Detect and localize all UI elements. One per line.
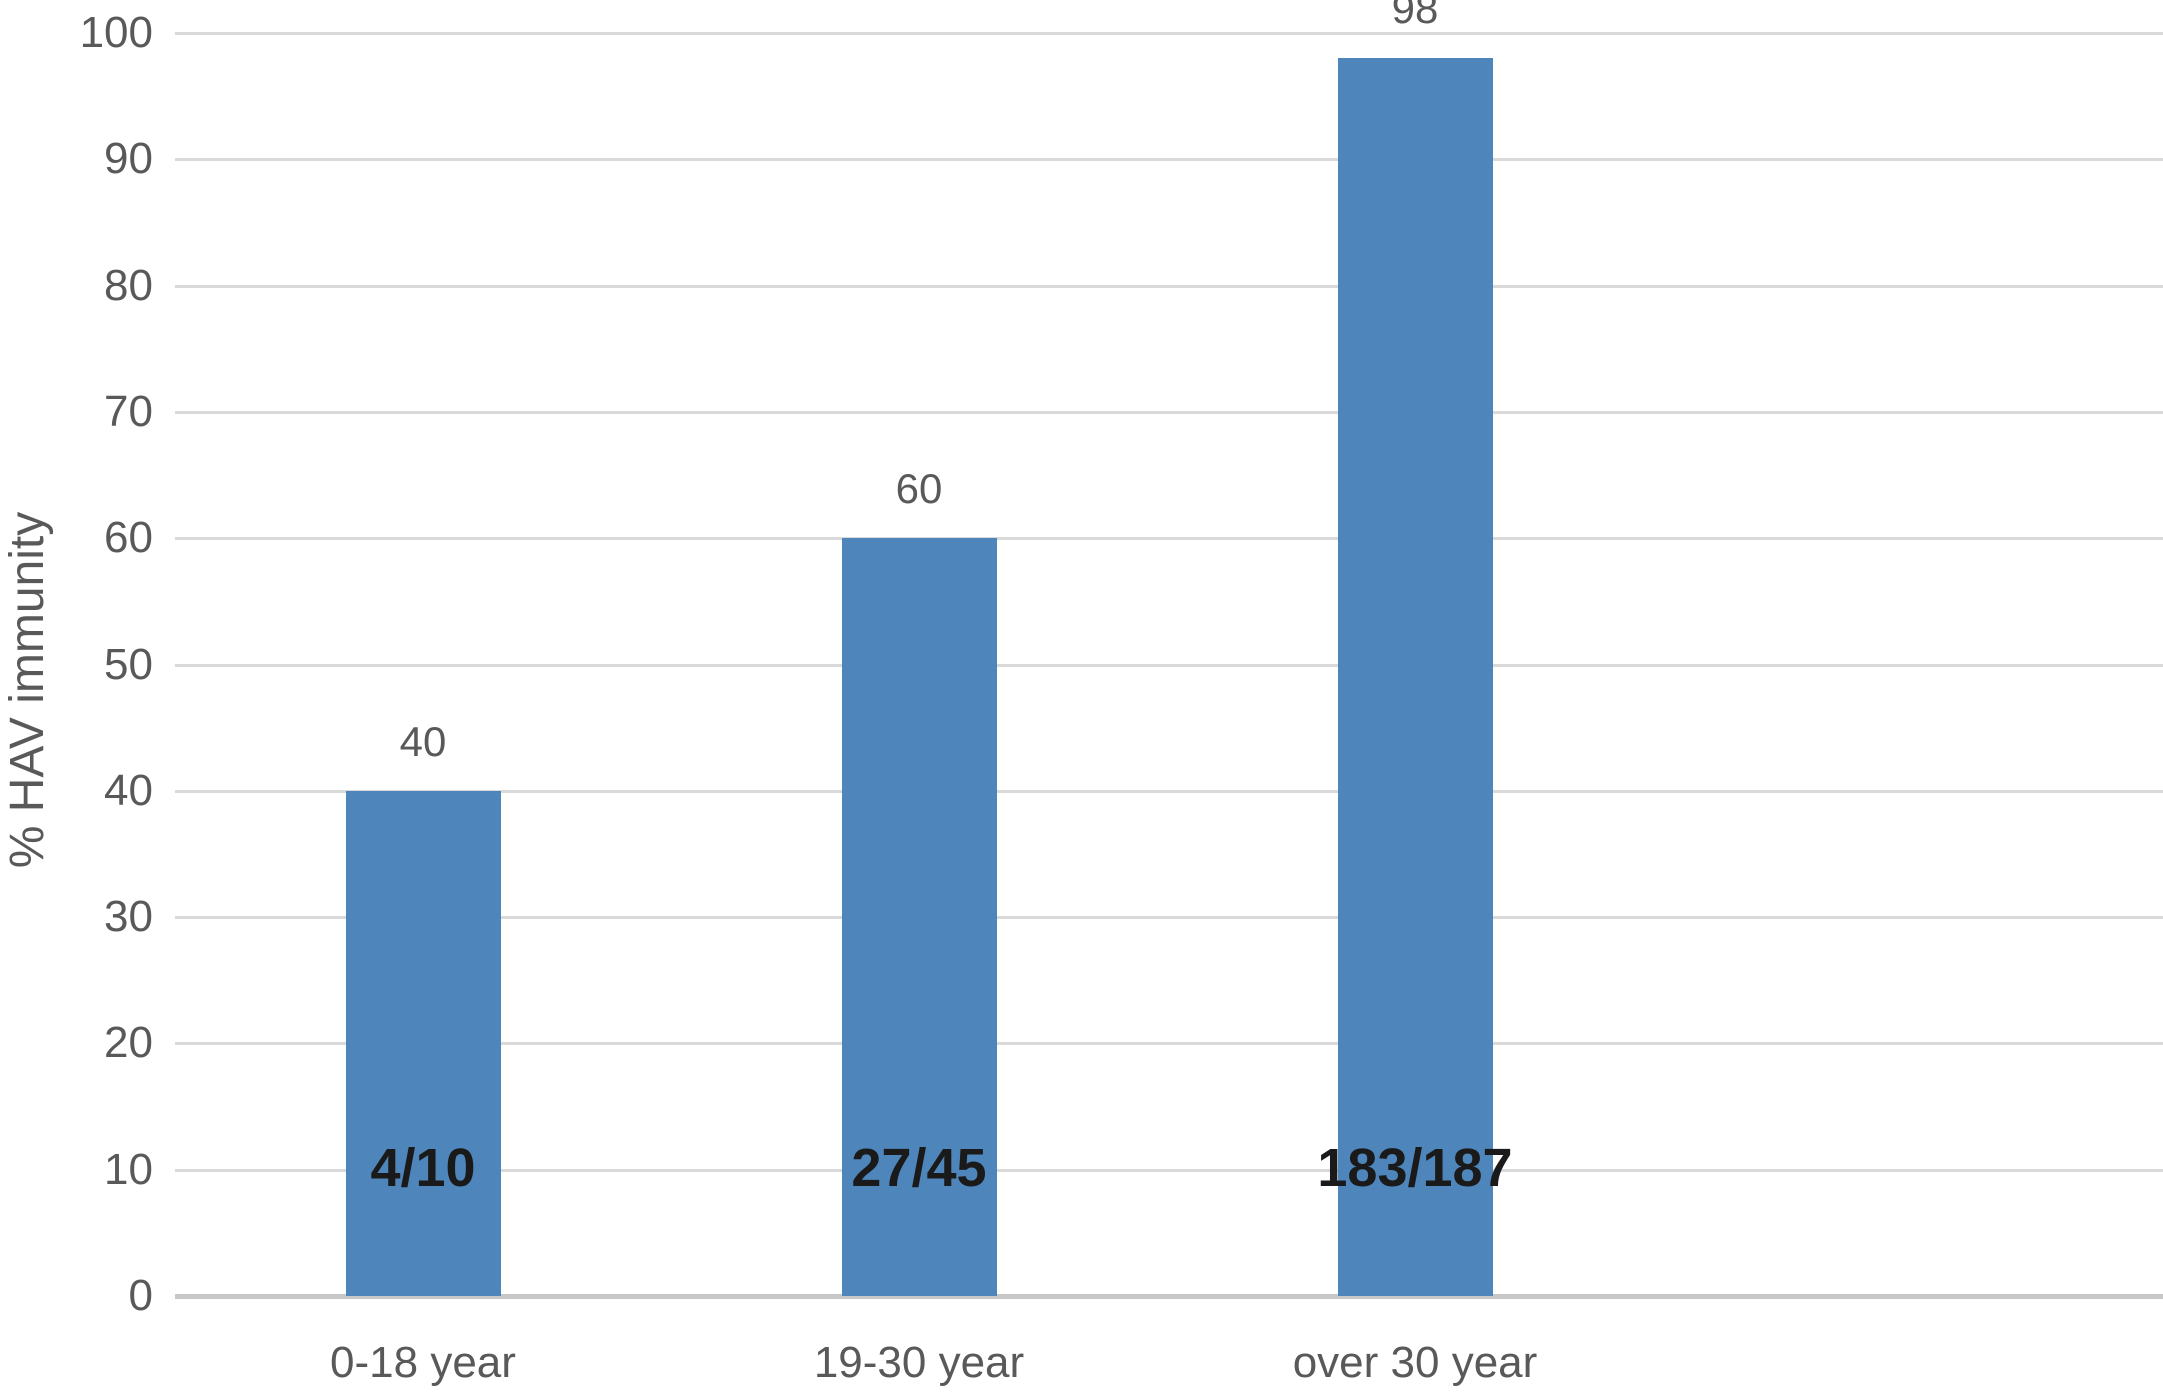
gridline — [175, 1168, 2163, 1172]
gridline — [175, 663, 2163, 667]
bar-value-label: 98 — [1391, 0, 1439, 32]
x-axis-label: 19-30 year — [813, 1338, 1025, 1387]
x-axis-label: over 30 year — [1292, 1338, 1538, 1387]
y-tick-label: 0 — [128, 1271, 153, 1320]
gridline — [175, 537, 2163, 541]
y-tick-label: 80 — [104, 260, 153, 310]
x-axis-label: 0-18 year — [330, 1338, 516, 1387]
gridline — [175, 158, 2163, 162]
bar — [345, 791, 501, 1296]
bar — [841, 538, 997, 1296]
x-axis-baseline — [175, 1294, 2163, 1299]
gridline — [175, 916, 2163, 920]
gridline — [175, 410, 2163, 414]
y-tick-label: 90 — [104, 134, 153, 184]
y-tick-label: 100 — [79, 8, 153, 57]
bar-value-label: 60 — [895, 465, 943, 512]
y-tick-label: 30 — [104, 892, 153, 942]
y-tick-label: 10 — [104, 1144, 153, 1194]
y-tick-label: 20 — [104, 1018, 153, 1068]
bar-fraction-label: 27/45 — [851, 1138, 987, 1198]
bar-fraction-label: 183/187 — [1317, 1138, 1513, 1198]
y-tick-label: 40 — [104, 765, 153, 815]
gridline — [175, 789, 2163, 793]
bar — [1337, 58, 1493, 1296]
gridline — [175, 1042, 2163, 1046]
y-tick-label: 60 — [104, 513, 153, 563]
y-tick-label: 50 — [104, 639, 153, 689]
bar-value-label: 40 — [399, 718, 447, 765]
y-tick-label: 70 — [104, 386, 153, 436]
gridline — [175, 32, 2163, 35]
bar-fraction-label: 4/10 — [370, 1138, 476, 1198]
gridline — [175, 284, 2163, 288]
